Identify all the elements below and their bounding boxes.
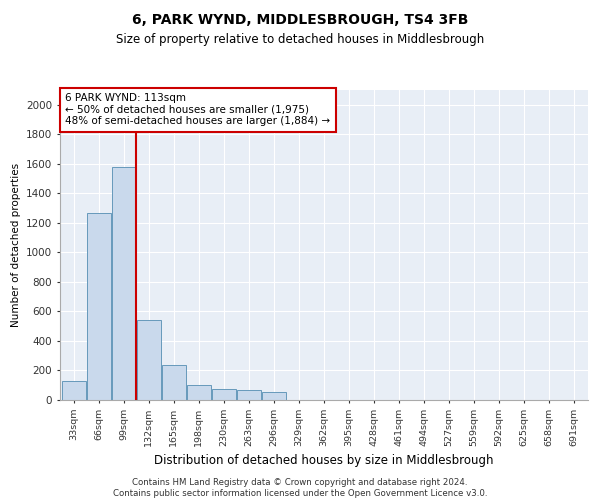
Bar — [262, 392, 286, 400]
Bar — [137, 320, 161, 400]
Text: Contains HM Land Registry data © Crown copyright and database right 2024.
Contai: Contains HM Land Registry data © Crown c… — [113, 478, 487, 498]
Text: 6 PARK WYND: 113sqm
← 50% of detached houses are smaller (1,975)
48% of semi-det: 6 PARK WYND: 113sqm ← 50% of detached ho… — [65, 93, 331, 126]
Bar — [187, 385, 211, 400]
Text: 6, PARK WYND, MIDDLESBROUGH, TS4 3FB: 6, PARK WYND, MIDDLESBROUGH, TS4 3FB — [132, 12, 468, 26]
Bar — [62, 381, 86, 400]
Y-axis label: Number of detached properties: Number of detached properties — [11, 163, 20, 327]
Text: Size of property relative to detached houses in Middlesbrough: Size of property relative to detached ho… — [116, 32, 484, 46]
Bar — [212, 389, 236, 400]
Bar — [87, 214, 110, 400]
X-axis label: Distribution of detached houses by size in Middlesbrough: Distribution of detached houses by size … — [154, 454, 494, 468]
Bar — [112, 167, 136, 400]
Bar — [162, 366, 186, 400]
Bar — [237, 390, 261, 400]
